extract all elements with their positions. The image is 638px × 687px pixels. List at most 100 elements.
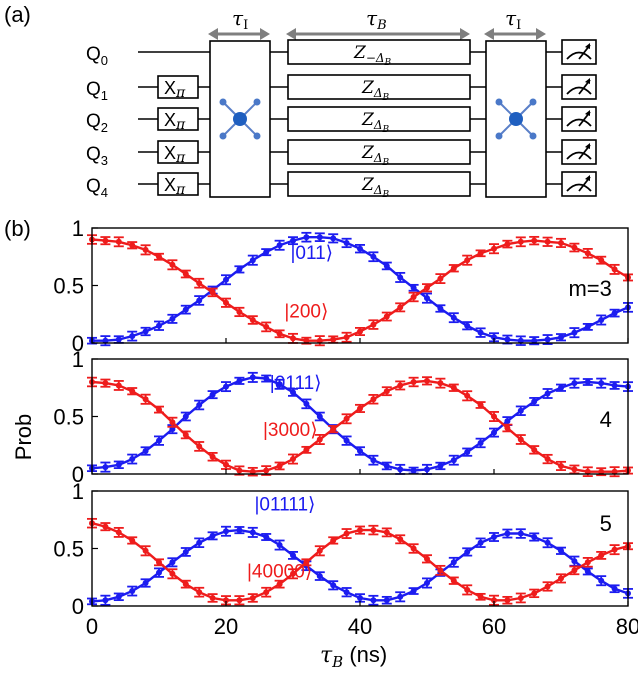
data-point [381,527,392,538]
data-point [154,252,164,261]
data-point [288,236,298,246]
x-tick-label: 60 [482,614,506,639]
interaction-block-right [485,40,547,198]
data-point [448,576,459,585]
data-point [408,291,419,303]
data-point [154,435,164,446]
x-tick-label: 0 [86,614,98,639]
data-point [274,461,285,471]
data-point [422,376,432,386]
data-point [435,564,446,576]
data-point [234,306,245,318]
data-point [355,403,365,413]
data-point [582,557,593,568]
data-point [381,386,392,397]
data-point [288,387,298,397]
data-point [515,405,526,416]
data-point [247,254,258,266]
data-point [221,459,231,470]
panel-tag: m=3 [568,276,611,301]
data-point [381,461,392,471]
series-label: |0111⟩ [270,373,322,394]
measurement-icon [561,171,597,197]
data-point [556,546,566,555]
data-point [127,536,138,545]
y-tick-label: 0 [72,462,84,487]
data-point [140,393,151,405]
data-point [221,274,231,286]
tau-b-arrow: τB [286,6,470,40]
data-point [529,235,540,246]
data-point [448,264,459,273]
data-point [167,313,178,324]
data-point [542,453,553,465]
data-point [435,461,446,471]
y-axis-label: Prob [11,414,36,460]
data-point [395,534,406,545]
data-point [140,578,151,588]
data-point [515,236,526,248]
data-point [529,588,540,599]
data-point [408,543,419,554]
data-point [314,335,325,347]
data-point [435,304,446,313]
data-point [261,533,272,541]
data-point [261,321,272,333]
data-point [368,454,379,466]
data-point [542,236,553,247]
data-point [395,271,406,283]
data-point [127,585,138,597]
data-point [180,304,191,315]
data-point [328,425,339,434]
data-point [194,295,205,306]
data-point [609,263,620,275]
data-point [341,435,352,446]
data-point [381,261,392,271]
x-pi-gate [157,107,199,131]
data-point [113,526,124,538]
data-point [582,323,593,331]
z-gate-label: ZΔB [361,175,389,200]
data-point [529,445,540,455]
data-point [435,377,446,389]
z-gate-label: ZΔB [361,78,389,103]
data-point [355,446,365,456]
data-point [274,378,285,390]
data-point [596,314,607,326]
data-point [127,330,138,342]
data-point [180,547,191,557]
y-tick-label: 1 [72,216,84,241]
data-point [341,237,352,249]
data-point [515,434,526,445]
data-point [314,434,325,445]
series-label: |3000⟩ [263,420,318,441]
series-label: |40000⟩ [247,561,312,582]
data-point [582,378,593,386]
data-point [194,277,205,289]
panel-a-label: (a) [4,2,31,27]
data-point [341,413,352,425]
x-tick-label: 40 [348,614,372,639]
data-point [261,374,272,383]
data-point [475,249,486,258]
interaction-block-left [209,40,271,198]
data-point [180,579,191,589]
panel-tag: 4 [600,407,612,432]
data-point [462,254,473,266]
data-point [542,581,553,592]
data-point [489,411,499,422]
tau-i-right-arrow: τI [484,6,546,40]
data-point [234,526,245,535]
data-point [113,236,124,248]
data-point [368,524,379,536]
data-point [596,575,607,587]
data-point [475,437,486,449]
data-point [556,333,566,342]
data-point [569,565,580,576]
data-point [462,390,473,402]
data-point [167,568,178,580]
data-point [368,594,379,606]
data-point [475,537,486,548]
data-point [368,319,379,330]
